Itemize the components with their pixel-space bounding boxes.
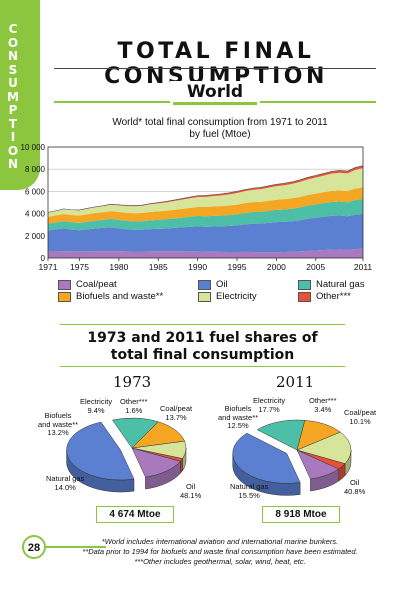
- pie2011-label-elec: Electricity 17.7%: [253, 396, 286, 414]
- plot-frame: [47, 146, 364, 259]
- legend-gas: Natural gas: [316, 279, 365, 290]
- sidebar-letter: N: [7, 49, 19, 63]
- pie-slice: [296, 431, 352, 464]
- sidebar-letter: S: [8, 62, 18, 77]
- pie1973-label-bio: Biofuels and waste** 13.2%: [38, 411, 79, 437]
- pie-slice: [66, 421, 135, 481]
- x-tick-label: 1995: [228, 262, 247, 272]
- x-tick-label: 2011: [354, 262, 373, 272]
- pie1973-label-elec: Electricity 9.4%: [80, 397, 113, 415]
- legend-swatch-electricity: [198, 292, 211, 302]
- area-series: [48, 248, 363, 258]
- page-number: 28: [22, 535, 46, 559]
- legend-electricity: Electricity: [216, 291, 257, 302]
- x-tick-label: 2000: [267, 262, 286, 272]
- y-tick-label: 0: [41, 254, 46, 263]
- page-number-rule: [46, 546, 106, 548]
- area-series: [48, 213, 363, 253]
- sidebar-letter: T: [8, 116, 18, 131]
- shares-title: 1973 and 2011 fuel shares of total final…: [60, 330, 345, 364]
- chart-title-line1: World* total final consumption from 1971…: [112, 117, 328, 128]
- sidebar-letter: M: [7, 89, 19, 104]
- area-series: [48, 187, 363, 224]
- legend-swatch-gas: [298, 280, 311, 290]
- y-tick-label: 4 000: [25, 210, 46, 219]
- sidebar-letter: P: [8, 103, 18, 117]
- legend-swatch-oil: [198, 280, 211, 290]
- x-tick-label: 1990: [188, 262, 207, 272]
- footnote-3: ***Other includes geothermal, solar, win…: [134, 557, 306, 566]
- legend-swatch-other: [298, 292, 311, 302]
- area-chart: 0 2 000 4 000 6 000 8 000 10 000 1971 1975 1980 1…: [21, 143, 373, 272]
- pie1973-label-oil: Oil 48.1%: [180, 482, 202, 500]
- section-divider-top: [60, 324, 345, 325]
- pie2011-label-bio: Biofuels and waste** 12.5%: [218, 404, 259, 430]
- x-tick-label: 1971: [39, 262, 58, 272]
- legend-oil: Oil: [216, 279, 228, 290]
- x-tick-label: 2005: [306, 262, 325, 272]
- pie1973-label-other: Other*** 1.6%: [120, 397, 148, 415]
- section-divider-bottom: [60, 366, 345, 367]
- total-1973: 4 674 Mtoe: [96, 506, 174, 523]
- y-tick-label: 2 000: [25, 232, 46, 241]
- y-tick-label: 10 000: [21, 143, 46, 152]
- legend-biofuels: Biofuels and waste**: [76, 291, 164, 302]
- pie2011-label-other: Other*** 3.4%: [309, 396, 337, 414]
- pie1973-label-gas: Natural gas 14.0%: [46, 474, 85, 492]
- y-tick-label: 8 000: [25, 165, 46, 174]
- year-2011: 2011: [276, 373, 315, 391]
- title-divider: [54, 68, 376, 69]
- legend-swatch-biofuels: [58, 292, 71, 302]
- sidebar-letter: I: [10, 130, 16, 144]
- pie2011-label-oil: Oil 40.8%: [344, 478, 366, 496]
- x-tick-label: 1985: [149, 262, 168, 272]
- shares-title-line2: total final consumption: [110, 347, 295, 363]
- sidebar-letter: U: [8, 76, 18, 90]
- legend-swatch-coal: [58, 280, 71, 290]
- pie1973-label-coal: Coal/peat 13.7%: [160, 404, 193, 422]
- sidebar-letter: C: [8, 22, 18, 36]
- x-tick-label: 1980: [109, 262, 128, 272]
- area-series: [48, 198, 363, 231]
- legend-coal: Coal/peat: [76, 279, 117, 290]
- chart-title: World* total final consumption from 1971…: [70, 117, 370, 141]
- region-label: World: [170, 81, 260, 105]
- chart-legend: Coal/peat Biofuels and waste** Oil Elect…: [0, 278, 400, 308]
- sidebar-letter: O: [7, 35, 19, 50]
- pie-slice: [232, 432, 301, 484]
- year-1973: 1973: [113, 373, 152, 391]
- area-series: [48, 168, 363, 217]
- pie2011-label-coal: Coal/peat 10.1%: [344, 408, 377, 426]
- sidebar-letter: O: [7, 143, 19, 158]
- chart-title-line2: by fuel (Mtoe): [189, 129, 251, 140]
- footnote-2: **Data prior to 1994 for biofuels and wa…: [82, 547, 358, 556]
- pie-slice: [256, 419, 306, 451]
- area-outline: [47, 165, 364, 213]
- sidebar-letter: N: [7, 157, 19, 171]
- pie2011-label-gas: Natural gas 15.5%: [230, 482, 269, 500]
- total-2011: 8 918 Mtoe: [262, 506, 340, 523]
- footnote-1: *World includes international aviation a…: [101, 537, 339, 546]
- y-tick-label: 6 000: [25, 187, 46, 196]
- shares-title-line1: 1973 and 2011 fuel shares of: [87, 330, 318, 346]
- pie-slice: [112, 417, 159, 449]
- x-tick-label: 1975: [70, 262, 89, 272]
- legend-other: Other***: [316, 291, 351, 302]
